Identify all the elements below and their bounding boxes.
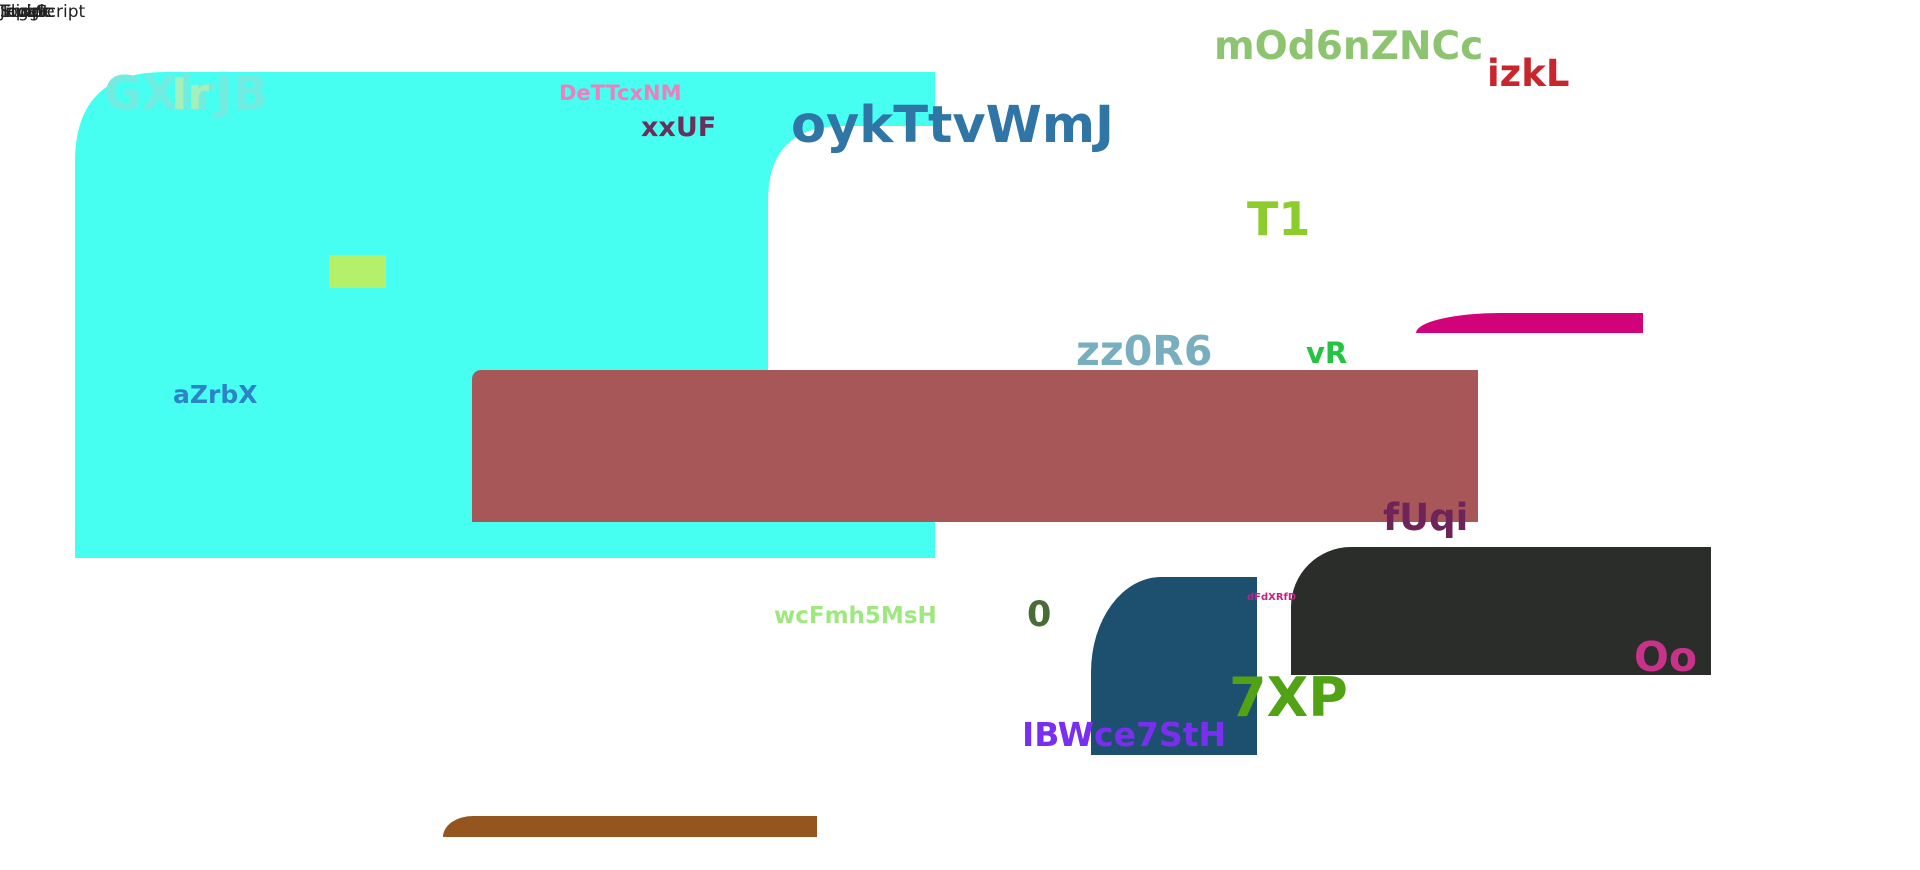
label-mod6nzncc: mOd6nZNCc [1214, 24, 1484, 69]
label-oo: Oo [1634, 633, 1698, 681]
label-wcfmh5msh: wcFmh5MsH [774, 603, 937, 629]
label-gxlrjb: GXlrJB [104, 66, 268, 120]
label-xxuf: xxUF [641, 112, 717, 143]
label-oykttvwmj: oykTtvWmJ [791, 96, 1114, 155]
corner-label-3: Input [0, 2, 45, 22]
label-7xp: 7XP [1229, 666, 1348, 729]
magenta-strip [1416, 313, 1643, 333]
label-vr: vR [1306, 336, 1348, 370]
label-t1: T1 [1247, 192, 1311, 246]
label-ibwce7sth: IBWce7StH [1022, 715, 1227, 754]
label-zero: 0 [1027, 595, 1052, 635]
label-ir: Ir [171, 69, 210, 120]
label-azrbx: aZrbX [173, 380, 258, 409]
corner-label-5: JavaScript [0, 2, 86, 22]
dark-panel [1291, 547, 1711, 675]
maroon-bar [472, 370, 1478, 522]
navy-panel [1091, 577, 1257, 755]
corner-label-2: Toggle [0, 2, 55, 22]
label-fuqi: fUqi [1383, 496, 1469, 539]
label-izkl: izkL [1487, 52, 1570, 95]
brown-strip [443, 816, 817, 837]
corner-label-1: Script [0, 2, 50, 22]
lime-patch [329, 255, 386, 288]
label-dfdxrfd: dFdXRfD [1247, 592, 1297, 603]
label-dettcxnm: DeTTcxNM [559, 81, 682, 105]
corner-label-4: Slider [0, 2, 49, 22]
label-zz0r6: zz0R6 [1076, 327, 1213, 375]
